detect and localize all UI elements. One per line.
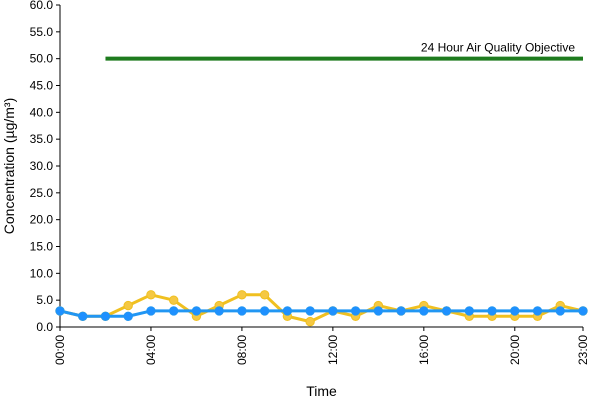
series-point (192, 307, 200, 315)
series-point (533, 307, 541, 315)
series-point (511, 307, 519, 315)
series-point (420, 307, 428, 315)
series-point (306, 317, 314, 325)
series-point (238, 307, 246, 315)
x-tick-label: 16:00 (417, 335, 431, 365)
series-point (442, 307, 450, 315)
y-tick-label: 5.0 (36, 293, 53, 307)
y-axis-ticks: 0.0 5.0 10.0 15.0 20.0 25.0 30.0 35.0 40.0 45.0 50… (30, 0, 60, 334)
y-tick-label: 45.0 (30, 79, 54, 93)
x-tick-label: 08:00 (235, 335, 249, 365)
y-axis-title: Concentration (µg/m³) (1, 98, 17, 234)
series-point (147, 307, 155, 315)
y-tick-label: 40.0 (30, 105, 54, 119)
y-tick-label: 10.0 (30, 266, 54, 280)
y-tick-label: 15.0 (30, 240, 54, 254)
y-tick-label: 35.0 (30, 132, 54, 146)
y-tick-label: 55.0 (30, 25, 54, 39)
series-point (488, 307, 496, 315)
series-point (215, 307, 223, 315)
series-point (124, 312, 132, 320)
series-point (124, 301, 132, 309)
x-axis-ticks: 00:00 04:00 08:00 12:00 16:00 20:00 23:00 (53, 327, 590, 365)
x-tick-label: 04:00 (144, 335, 158, 365)
series-line (60, 295, 583, 322)
objective-line-group: 24 Hour Air Quality Objective (105, 41, 583, 59)
series-layer (56, 291, 587, 326)
series-point (283, 307, 291, 315)
series-point (169, 307, 177, 315)
series-point (397, 307, 405, 315)
series-point (79, 312, 87, 320)
x-tick-label: 00:00 (53, 335, 67, 365)
series-point (306, 307, 314, 315)
series-point (260, 291, 268, 299)
series-point (238, 291, 246, 299)
x-tick-label: 23:00 (576, 335, 590, 365)
series-point (147, 291, 155, 299)
series-point (374, 307, 382, 315)
y-tick-label: 0.0 (36, 320, 53, 334)
series-1 (56, 291, 587, 326)
y-tick-label: 60.0 (30, 0, 54, 12)
series-point (56, 307, 64, 315)
series-point (329, 307, 337, 315)
x-axis-title: Time (306, 383, 337, 399)
series-point (579, 307, 587, 315)
y-tick-label: 20.0 (30, 213, 54, 227)
objective-label: 24 Hour Air Quality Objective (421, 41, 575, 55)
y-tick-label: 30.0 (30, 159, 54, 173)
y-tick-label: 50.0 (30, 52, 54, 66)
series-point (169, 296, 177, 304)
series-point (101, 312, 109, 320)
series-point (260, 307, 268, 315)
series-point (556, 307, 564, 315)
x-tick-label: 12:00 (326, 335, 340, 365)
series-point (465, 307, 473, 315)
y-tick-label: 25.0 (30, 186, 54, 200)
x-tick-label: 20:00 (508, 335, 522, 365)
series-2 (56, 307, 587, 321)
series-point (351, 307, 359, 315)
